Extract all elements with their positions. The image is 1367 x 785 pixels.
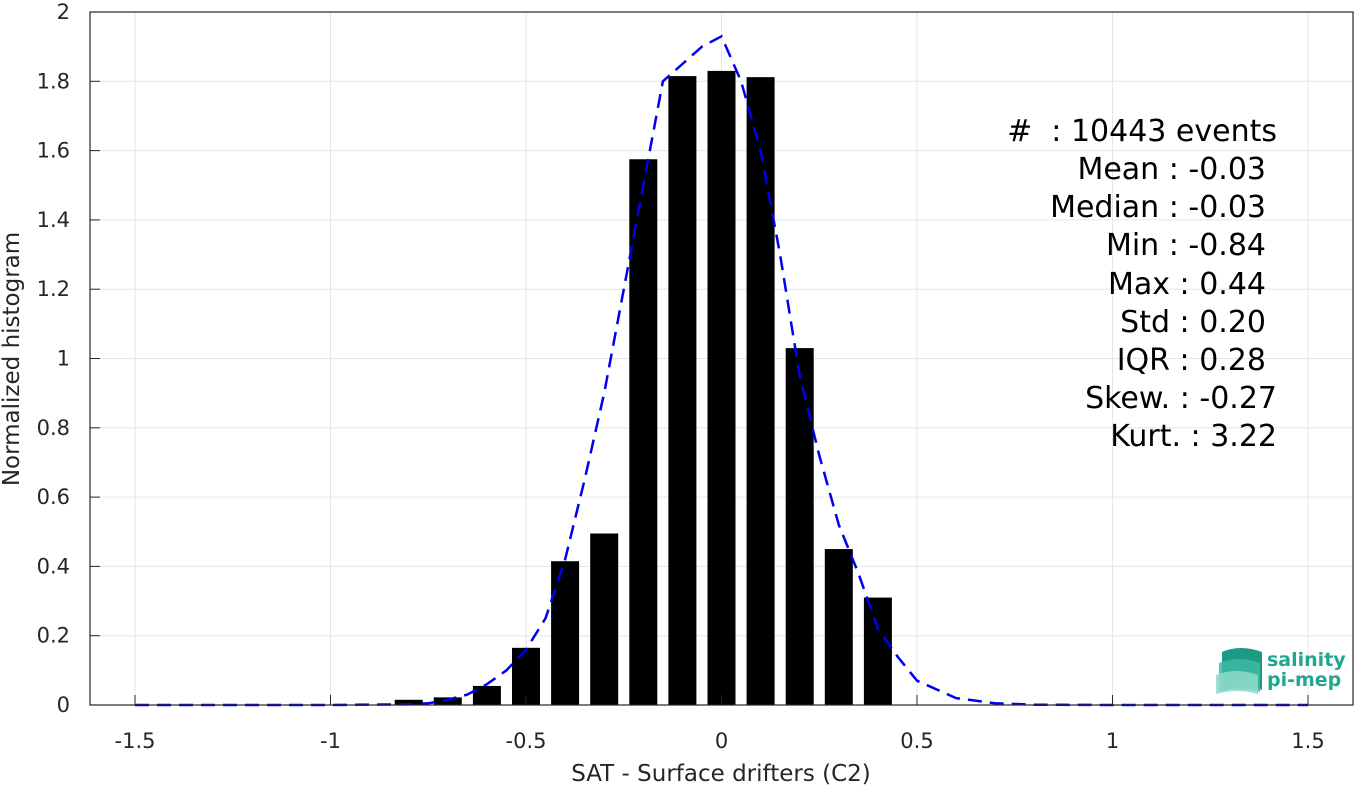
stat-median: Median : -0.03 xyxy=(1050,190,1266,225)
x-tick-label: -1 xyxy=(320,729,341,753)
histogram-bar xyxy=(551,561,580,705)
histogram-bar xyxy=(472,685,501,705)
x-tick-label: 0.5 xyxy=(900,729,933,753)
y-tick-label: 0.6 xyxy=(37,485,70,509)
logo-line1: salinity xyxy=(1267,649,1346,671)
y-tick-labels: 0 0.2 0.4 0.6 0.8 1 1.2 1.4 1.6 1.8 2 xyxy=(37,0,100,717)
x-tick-label: 1 xyxy=(1106,729,1119,753)
stats-box: # : 10443 events Mean : -0.03 Median : -… xyxy=(1007,114,1277,454)
stat-std: Std : 0.20 xyxy=(1120,305,1266,340)
histogram-bar xyxy=(785,348,814,705)
stat-max: Max : 0.44 xyxy=(1108,267,1266,302)
logo-line2: pi-mep xyxy=(1267,669,1341,691)
histogram-bar xyxy=(394,699,423,705)
y-tick-label: 1 xyxy=(57,347,70,371)
stat-kurt: Kurt. : 3.22 xyxy=(1110,419,1277,454)
x-axis-label: SAT - Surface drifters (C2) xyxy=(571,761,871,785)
x-tick-label: -1.5 xyxy=(115,729,156,753)
histogram-bar xyxy=(746,77,775,706)
histogram-bar xyxy=(668,76,697,706)
salinity-pimep-logo: salinity pi-mep xyxy=(1216,648,1346,694)
y-tick-label: 2 xyxy=(57,0,70,24)
stat-mean: Mean : -0.03 xyxy=(1077,152,1266,187)
histogram-bar xyxy=(629,159,658,705)
y-tick-label: 0.2 xyxy=(37,624,70,648)
y-tick-label: 0.8 xyxy=(37,416,70,440)
x-tick-label: 0 xyxy=(715,729,728,753)
histogram-bar xyxy=(707,70,736,705)
stat-count: # : 10443 events xyxy=(1007,114,1277,149)
histogram-bar xyxy=(590,533,619,705)
stat-min: Min : -0.84 xyxy=(1106,228,1266,263)
fit-curve xyxy=(135,34,1308,707)
x-tick-labels: -1.5 -1 -0.5 0 0.5 1 1.5 xyxy=(115,695,1325,753)
stat-iqr: IQR : 0.28 xyxy=(1117,343,1266,378)
stat-skew: Skew. : -0.27 xyxy=(1085,381,1277,416)
y-tick-label: 0.4 xyxy=(37,554,70,578)
y-tick-label: 0 xyxy=(57,693,70,717)
histogram-bars xyxy=(394,70,892,706)
y-tick-label: 1.6 xyxy=(37,139,70,163)
y-tick-label: 1.8 xyxy=(37,69,70,93)
wave-logo-icon xyxy=(1216,648,1262,694)
histogram-bar xyxy=(863,597,892,705)
histogram-bar xyxy=(824,549,853,705)
x-tick-label: 1.5 xyxy=(1291,729,1324,753)
y-tick-label: 1.2 xyxy=(37,277,70,301)
y-tick-label: 1.4 xyxy=(37,208,70,232)
histogram-bar xyxy=(433,697,462,705)
x-tick-label: -0.5 xyxy=(506,729,547,753)
y-axis-label: Normalized histogram xyxy=(0,232,25,486)
